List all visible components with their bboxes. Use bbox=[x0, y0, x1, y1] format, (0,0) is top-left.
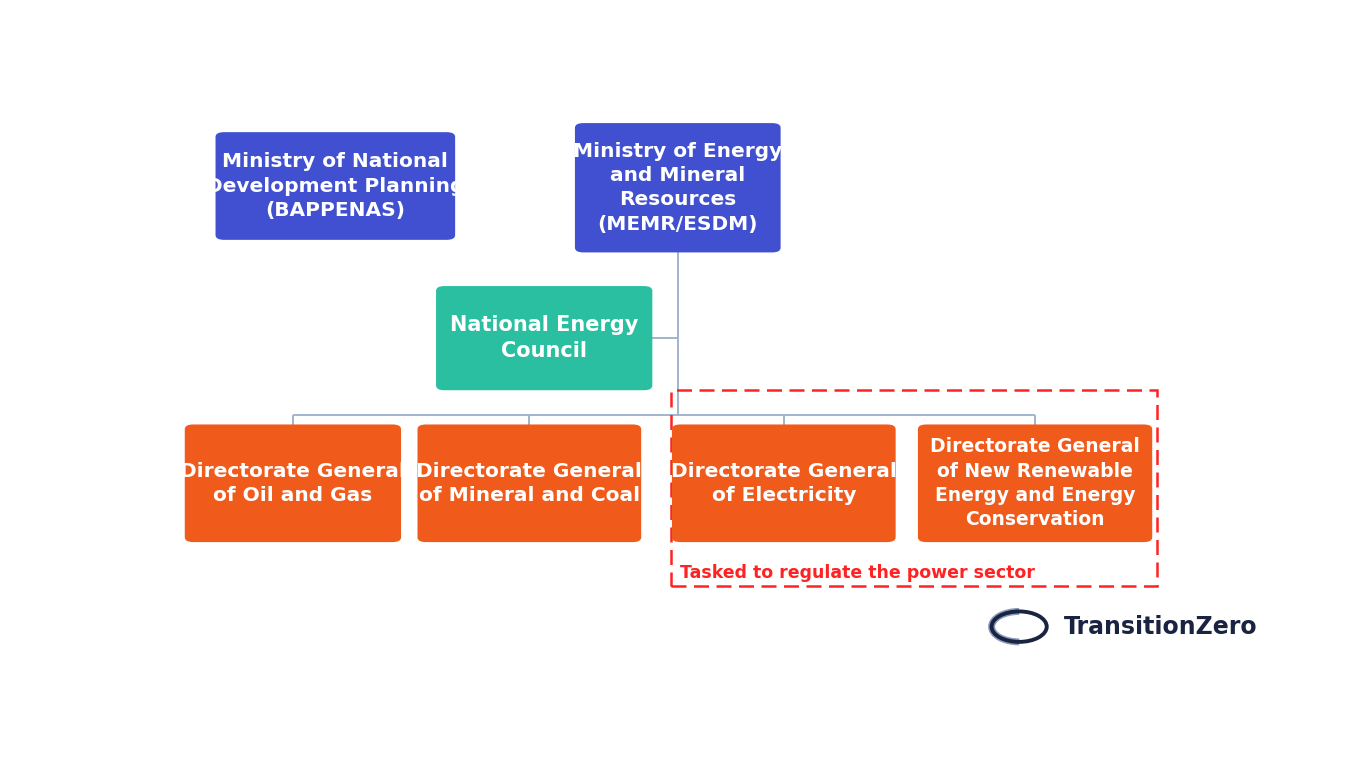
Text: Ministry of National
Development Planning
(BAPPENAS): Ministry of National Development Plannin… bbox=[207, 152, 465, 220]
FancyBboxPatch shape bbox=[918, 425, 1152, 542]
FancyBboxPatch shape bbox=[216, 132, 456, 240]
Text: Tasked to regulate the power sector: Tasked to regulate the power sector bbox=[680, 564, 1034, 581]
Text: Directorate General
of Mineral and Coal: Directorate General of Mineral and Coal bbox=[416, 461, 643, 505]
FancyBboxPatch shape bbox=[436, 286, 653, 390]
Text: Directorate General
of Electricity: Directorate General of Electricity bbox=[670, 461, 897, 505]
FancyBboxPatch shape bbox=[672, 425, 896, 542]
Text: TransitionZero: TransitionZero bbox=[1064, 615, 1257, 638]
Text: Ministry of Energy
and Mineral
Resources
(MEMR/ESDM): Ministry of Energy and Mineral Resources… bbox=[573, 142, 782, 233]
Text: Directorate General
of New Renewable
Energy and Energy
Conservation: Directorate General of New Renewable Ene… bbox=[930, 438, 1140, 529]
Text: National Energy
Council: National Energy Council bbox=[450, 315, 639, 361]
FancyBboxPatch shape bbox=[575, 123, 781, 252]
FancyBboxPatch shape bbox=[417, 425, 642, 542]
FancyBboxPatch shape bbox=[185, 425, 401, 542]
Text: Directorate General
of Oil and Gas: Directorate General of Oil and Gas bbox=[181, 461, 406, 505]
